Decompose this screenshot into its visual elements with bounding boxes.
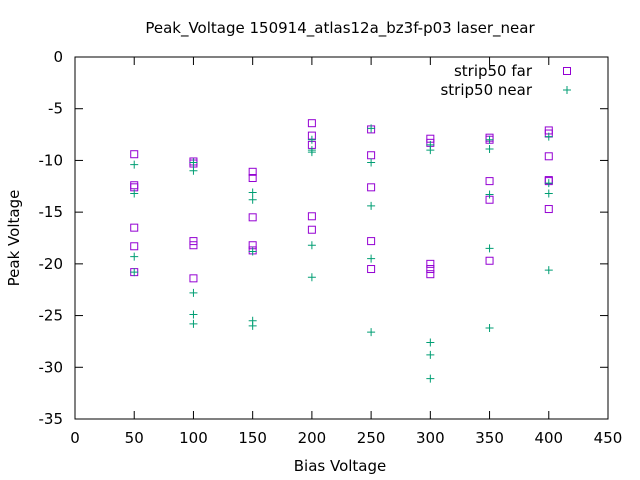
data-point [189,241,198,250]
data-point [307,225,316,234]
data-point [367,158,376,167]
data-point [130,242,139,251]
data-point [485,244,494,253]
data-point [485,323,494,332]
y-tick-label: -15 [39,203,64,221]
x-tick-label: 400 [534,429,563,447]
data-point [426,270,435,279]
data-point [307,119,316,128]
data-point [248,188,257,197]
x-tick-label: 100 [179,429,208,447]
data-point [307,241,316,250]
data-point [248,321,257,330]
data-point [367,201,376,210]
data-point [130,252,139,261]
x-tick-label: 350 [475,429,504,447]
legend-marker [563,86,571,94]
data-point [248,247,257,256]
x-tick-label: 450 [594,429,623,447]
legend-marker [563,67,571,75]
data-point [426,374,435,383]
data-point [426,259,435,268]
data-point [485,177,494,186]
y-tick-label: -10 [39,151,64,169]
data-point [485,256,494,265]
data-point [130,150,139,159]
x-tick-label: 50 [125,429,144,447]
y-tick-label: -35 [39,410,64,428]
legend-label: strip50 far [454,62,533,80]
data-point [367,265,376,274]
data-point [248,167,257,176]
data-point [426,338,435,347]
x-tick-label: 0 [70,429,80,447]
y-tick-label: -25 [39,307,64,325]
data-point [189,310,198,319]
data-point [544,189,553,198]
data-point [130,160,139,169]
x-tick-label: 200 [298,429,327,447]
data-point [189,274,198,283]
data-point [485,135,494,144]
data-point [485,190,494,199]
data-point [544,179,553,188]
y-tick-label: -30 [39,358,64,376]
data-point [544,205,553,214]
x-tick-label: 150 [238,429,267,447]
data-point [189,319,198,328]
data-point [485,145,494,154]
data-point [367,183,376,192]
data-point [367,254,376,263]
y-tick-label: 0 [53,48,63,66]
data-point [544,152,553,161]
x-tick-label: 300 [416,429,445,447]
data-point [307,148,316,157]
legend-label: strip50 near [440,81,532,99]
data-point [367,124,376,133]
data-point [367,328,376,337]
chart-title: Peak_Voltage 150914_atlas12a_bz3f-p03 la… [145,19,535,38]
data-point [189,288,198,297]
data-point [248,195,257,204]
y-tick-label: -5 [48,100,63,118]
data-point [426,146,435,155]
series-strip50-near [130,124,553,383]
x-tick-label: 250 [357,429,386,447]
data-points [130,119,553,383]
data-point [307,273,316,282]
data-point [544,266,553,275]
data-point [248,213,257,222]
x-axis: 0 50 100 150 200 250 300 350 400 450 [70,57,622,447]
data-point [307,135,316,144]
data-point [189,166,198,175]
x-axis-label: Bias Voltage [294,457,387,475]
data-point [130,268,139,277]
plot-frame [74,56,609,420]
y-tick-label: -20 [39,255,64,273]
data-point [544,132,553,141]
data-point [426,350,435,359]
data-point [307,212,316,221]
data-point [426,265,435,274]
data-point [367,237,376,246]
data-point [248,174,257,183]
y-axis-label: Peak Voltage [5,190,23,287]
data-point [189,158,198,167]
data-point [189,237,198,246]
series-strip50-far [130,119,553,283]
data-point [130,223,139,232]
y-axis: 0 -5 -10 -15 -20 -25 -30 -35 [39,48,608,428]
data-point [130,189,139,198]
